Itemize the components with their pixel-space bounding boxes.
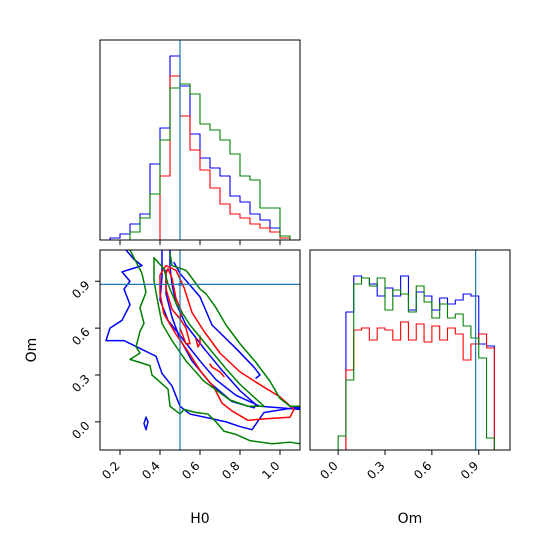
h0-om-contour-panel: 0.2 0.4 0.6 0.8 1.0 0.0 0.3 0.6 0.9 bbox=[69, 249, 301, 482]
om-hist-xtick-label-0: 0.0 bbox=[317, 459, 340, 482]
h0-hist-hist-blue bbox=[100, 55, 300, 240]
contour-xtick-label-1: 0.4 bbox=[139, 459, 162, 482]
om-hist-xtick-label-1: 0.3 bbox=[364, 459, 387, 482]
contour-red-8 bbox=[195, 335, 201, 348]
x-axis-label-h0: H0 bbox=[190, 511, 209, 527]
h0-hist-hist-green bbox=[100, 83, 300, 240]
contour-xtick-label-2: 0.6 bbox=[179, 459, 202, 482]
h0-hist-hist-red bbox=[100, 75, 300, 240]
contour-ytick-label-2: 0.6 bbox=[69, 325, 92, 348]
contour-red-9 bbox=[209, 363, 225, 378]
contour-ytick-label-1: 0.3 bbox=[69, 372, 92, 395]
om-hist-frame bbox=[309, 249, 511, 451]
contour-green-12 bbox=[129, 250, 300, 445]
contour-ytick-label-0: 0.0 bbox=[69, 419, 92, 442]
om-hist-hist-green bbox=[330, 277, 510, 450]
contour-green-11 bbox=[169, 252, 300, 407]
x-axis-label-om: Om bbox=[398, 511, 423, 527]
y-axis-label-om: Om bbox=[24, 338, 40, 363]
contour-red-5 bbox=[159, 264, 295, 422]
contour-ytick-label-3: 0.9 bbox=[69, 278, 92, 301]
contour-green-10 bbox=[153, 257, 265, 407]
om-hist-hist-blue bbox=[330, 275, 510, 450]
h0-hist-plot-area bbox=[100, 40, 300, 240]
contour-red-7 bbox=[179, 318, 191, 345]
om-histogram-panel: 0.0 0.3 0.6 0.9 bbox=[309, 249, 511, 482]
contour-blue-4 bbox=[143, 416, 149, 431]
om-hist-xtick-label-2: 0.6 bbox=[411, 459, 434, 482]
contour-blue-3 bbox=[173, 261, 261, 379]
h0-histogram-panel bbox=[99, 39, 301, 245]
contour-blue-1 bbox=[105, 250, 300, 431]
contour-plot-area bbox=[100, 250, 300, 450]
om-hist-hist-red bbox=[330, 321, 510, 450]
contour-xtick-label-0: 0.2 bbox=[99, 459, 122, 482]
contour-blue-2 bbox=[159, 250, 300, 411]
contour-xtick-label-4: 1.0 bbox=[259, 459, 282, 482]
om-hist-plot-area bbox=[330, 250, 510, 450]
contour-truth-point bbox=[178, 282, 182, 287]
contour-frame bbox=[99, 249, 301, 451]
contour-xtick-label-3: 0.8 bbox=[219, 459, 242, 482]
om-hist-xtick-label-3: 0.9 bbox=[458, 459, 481, 482]
